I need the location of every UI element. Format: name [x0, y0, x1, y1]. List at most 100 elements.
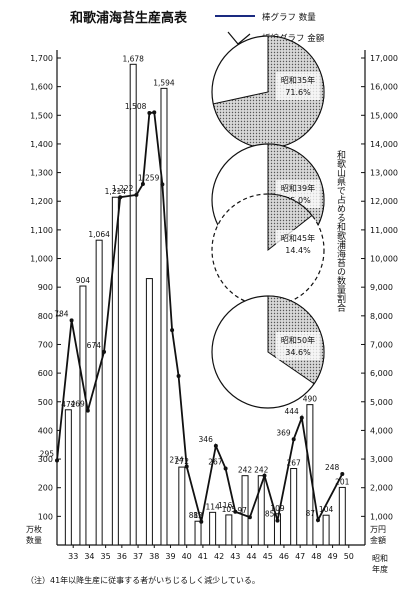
x-axis-label-2: 年度 — [372, 564, 388, 574]
line-point — [152, 110, 157, 115]
line-point-label: 85 — [265, 510, 275, 519]
pie-label-bg — [276, 332, 320, 360]
line-point — [213, 443, 218, 448]
legend-bar-label: 棒グラフ 数量 — [262, 12, 316, 23]
bar-series — [64, 63, 346, 546]
bar-label: 904 — [76, 276, 91, 285]
line-point — [170, 328, 175, 333]
line-point-label: 248 — [325, 463, 340, 472]
left-tick-label: 500 — [38, 398, 53, 407]
bar — [160, 87, 168, 546]
left-tick-label: 300 — [38, 455, 53, 464]
line-point-label: 295 — [40, 449, 55, 458]
bar — [306, 404, 314, 546]
line-path — [56, 111, 344, 523]
line-point-label: 346 — [199, 435, 214, 444]
line-point — [315, 518, 320, 523]
bar — [95, 239, 103, 546]
pie-year-label: 昭和45年 — [281, 233, 315, 243]
bar-label: 242 — [238, 466, 253, 475]
bar-label: 105 — [222, 505, 237, 514]
line-point — [160, 182, 165, 187]
x-tick-label: 46 — [279, 552, 289, 561]
bar-label: 1,214 — [105, 187, 127, 196]
line-point — [262, 473, 267, 478]
x-tick-label: 40 — [182, 552, 192, 561]
line-point — [291, 437, 296, 442]
left-tick-label: 1,300 — [30, 169, 53, 178]
line-point-label: 97 — [237, 506, 247, 515]
line-point-label: 469 — [70, 400, 85, 409]
pie-percent-label: 14.4% — [285, 246, 311, 255]
bar — [273, 513, 281, 546]
line-point — [118, 195, 123, 200]
line-point-label: 267 — [208, 458, 223, 467]
line-point-label: 1,508 — [125, 102, 147, 111]
line-point-label: 784 — [54, 309, 69, 318]
left-tick-label: 1,200 — [30, 197, 53, 206]
pie-percent-label: 34.6% — [285, 348, 311, 357]
x-tick-label: 45 — [263, 552, 273, 561]
x-axis: 33 34 35 36 37 38 39 40 41 42 43 44 45 46 47 48 49 50 — [68, 545, 354, 561]
left-tick-label: 1,000 — [30, 255, 53, 264]
x-tick-label: 42 — [214, 552, 224, 561]
bar-label: 1,064 — [88, 230, 110, 239]
right-axis: 1,000 2,000 3,000 4,000 5,000 6,000 7,000 8,000… — [361, 54, 398, 521]
left-tick-label: 1,400 — [30, 140, 53, 149]
line-point — [275, 518, 280, 523]
right-tick-label: 7,000 — [370, 340, 393, 349]
line-point-label: 674 — [87, 341, 102, 350]
left-tick-label: 900 — [38, 283, 53, 292]
right-tick-label: 8,000 — [370, 312, 393, 321]
bar-label: 472 — [61, 400, 76, 409]
x-tick-label: 33 — [68, 552, 78, 561]
bar — [225, 514, 233, 546]
pie-slice — [212, 35, 325, 149]
x-tick-label: 48 — [311, 552, 321, 561]
line-point — [69, 318, 74, 323]
x-axis-label-1: 昭和 — [372, 554, 388, 563]
x-tick-label: 39 — [165, 552, 175, 561]
bar — [290, 468, 298, 546]
pie-block-title: 和歌山県で占める和歌浦海苔の数量割合 — [335, 150, 346, 313]
right-tick-label: 1,000 — [370, 512, 393, 521]
bar — [209, 511, 217, 546]
line-labels: 295 784 469 674 1,222 1,508 1,259 274 81 346 267 11… — [40, 102, 340, 520]
line-point — [134, 192, 139, 197]
bar — [64, 409, 72, 546]
left-tick-label: 700 — [38, 340, 53, 349]
line-point — [233, 509, 238, 514]
footnote: （注）41年以降生産に従事する者がいちじるしく減少している。 — [26, 575, 260, 585]
right-tick-label: 4,000 — [370, 426, 393, 435]
bar — [111, 196, 119, 546]
line-point — [184, 464, 189, 469]
right-tick-label: 6,000 — [370, 369, 393, 378]
x-tick-label: 38 — [149, 552, 159, 561]
bar — [194, 520, 202, 546]
line-point-label: 87 — [305, 509, 315, 518]
bar-label: 267 — [287, 459, 302, 468]
line-point — [223, 466, 228, 471]
x-tick-label: 35 — [101, 552, 111, 561]
bar — [79, 285, 87, 546]
left-unit-1: 万枚 — [26, 524, 42, 534]
line-point-label: 1,259 — [138, 173, 160, 182]
legend-line-label: 折線グラフ 金額 — [262, 33, 325, 44]
bar-label: 104 — [319, 505, 334, 514]
pie: 昭和35年 71.6% — [211, 35, 325, 149]
left-tick-label: 1,600 — [30, 83, 53, 92]
bar — [241, 475, 249, 546]
right-unit-2: 金額 — [370, 535, 386, 545]
right-unit-1: 万円 — [370, 525, 386, 534]
bar-label: 114 — [205, 502, 220, 511]
right-tick-label: 14,000 — [370, 140, 398, 149]
bar — [145, 278, 153, 546]
line-point — [85, 408, 90, 413]
bar — [129, 63, 137, 546]
line-point — [140, 182, 145, 187]
line-point-label: 116 — [218, 501, 233, 510]
left-axis: 100 200 300 400 500 600 700 800 900 1,000 1,100 1,2… — [30, 54, 61, 521]
line-point — [55, 458, 59, 463]
left-tick-label: 400 — [38, 426, 53, 435]
